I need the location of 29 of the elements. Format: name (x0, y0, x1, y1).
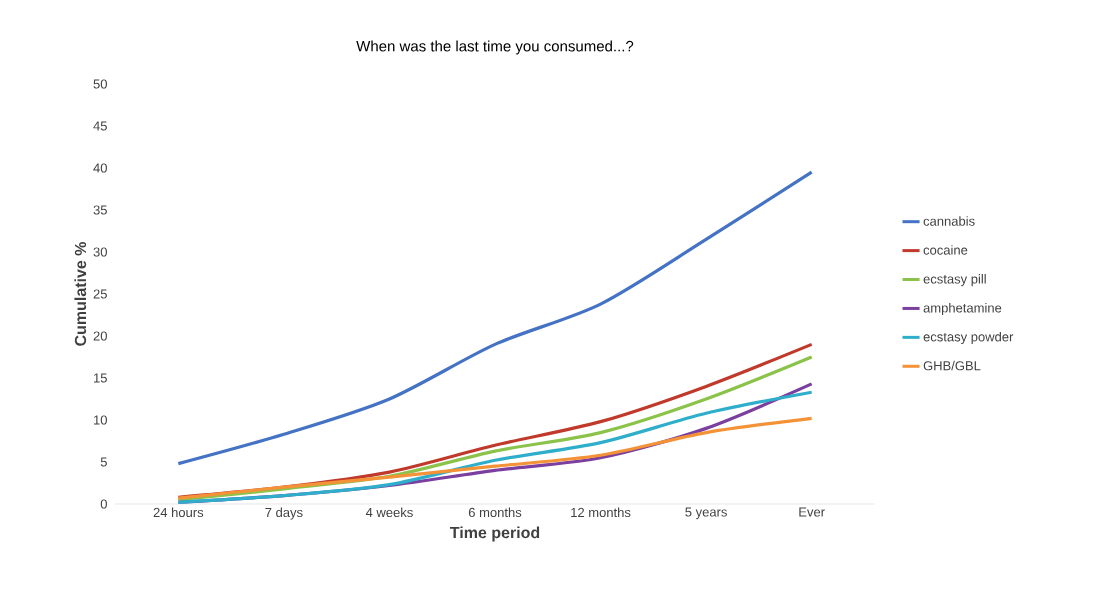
y-tick-label: 20 (93, 331, 107, 341)
x-tick-label: Ever (799, 507, 825, 517)
line-series (176, 416, 814, 500)
legend-label: GHB/GBL (923, 360, 981, 371)
x-tick-label: 24 hours (153, 507, 204, 518)
legend-label: ecstasy powder (923, 331, 1014, 345)
legend-label: cocaine (923, 245, 968, 255)
x-tick-label: 12 months (571, 507, 631, 518)
y-tick-label: 30 (93, 247, 107, 257)
x-tick-label: 5 years (685, 507, 727, 520)
legend-label: ecstasy pill (923, 274, 986, 287)
y-tick-label: 5 (100, 457, 107, 467)
y-tick-label: 10 (94, 415, 107, 425)
x-tick-label: 4 weeks (365, 507, 413, 518)
y-tick-label: 0 (100, 499, 107, 509)
y-tick-label: 15 (94, 373, 107, 383)
x-axis-title: Time period (449, 526, 540, 542)
y-tick-label: 45 (93, 121, 107, 131)
y-axis-title: Cumulative % (74, 241, 87, 346)
x-tick-label: 7 days (265, 507, 303, 520)
legend-label: cannabis (923, 216, 975, 226)
legend-label: amphetamine (923, 302, 1002, 316)
chart-title: When was the last time you consumed...? (356, 40, 634, 55)
y-tick-label: 35 (93, 205, 107, 215)
y-tick-label: 50 (93, 79, 107, 89)
line-series (176, 170, 814, 466)
y-tick-label: 40 (93, 163, 107, 173)
y-tick-label: 25 (93, 289, 107, 299)
x-tick-label: 6 months (468, 507, 522, 518)
